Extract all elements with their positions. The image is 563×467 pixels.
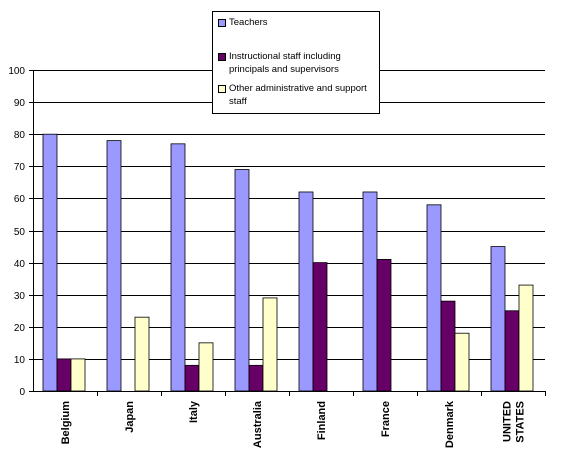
x-tick-label-group: UNITED STATES [502,401,527,443]
bar [248,364,264,392]
bar [440,300,456,392]
x-tick-label: Italy [188,400,200,423]
bar [376,258,392,392]
y-tick-label: 40 [14,259,26,270]
x-tick-label: Japan [124,401,136,433]
x-tick-label-group: Belgium [60,401,72,445]
axes [29,70,546,396]
y-tick-label: 70 [14,162,26,173]
bar [134,316,150,392]
y-tick-label: 30 [14,291,26,302]
legend-item-teachers: Teachers [218,16,379,29]
bar [362,191,378,392]
legend: Teachers Instructional staff including p… [212,11,380,114]
bar [454,332,470,392]
x-tick-label-group: France [380,401,392,437]
legend-label-instructional-staff: Instructional staff including principals… [229,51,341,75]
bar [184,364,200,392]
bar [518,284,534,392]
x-tick-label-group: Denmark [444,400,456,448]
y-tick-label: 50 [14,227,26,238]
y-tick-label: 0 [19,387,25,398]
x-tick-label: Finland [316,401,328,440]
bar [198,342,214,392]
legend-item-instructional-staff: Instructional staff including principals… [218,50,379,76]
x-tick-label-group: Finland [316,401,328,440]
bar [106,140,122,392]
y-tick-label: 20 [14,323,26,334]
legend-item-admin-support-staff: Other administrative and support staff [218,82,379,108]
y-tick-label: 10 [14,355,26,366]
bar [426,204,442,392]
bars [42,133,534,392]
y-tick-label: 90 [14,98,26,109]
legend-label-teachers: Teachers [229,17,268,28]
y-tick-label: 100 [8,66,25,77]
y-tick-label: 60 [14,194,26,205]
x-tick-label: UNITED [502,401,514,442]
bar [234,169,250,392]
y-tick-label: 80 [14,130,26,141]
legend-swatch-admin-support-staff [218,85,226,93]
bar [490,246,506,392]
x-tick-label: STATES [515,401,527,443]
bar [56,358,72,392]
bar [70,358,86,392]
bar [312,262,328,392]
legend-label-admin-support-staff: Other administrative and support staff [229,83,367,107]
x-tick-label: Belgium [60,401,72,445]
bar [262,297,278,392]
x-tick-label: Denmark [444,400,456,448]
x-tick-label: France [380,401,392,437]
x-tick-label-group: Australia [252,400,264,448]
y-tick-labels: 0 10 20 30 40 50 60 70 80 90 100 [8,66,25,398]
x-tick-label: Australia [252,400,264,448]
x-tick-label-group: Japan [124,401,136,433]
bar [298,191,314,392]
bar [42,133,58,392]
legend-swatch-teachers [218,19,226,27]
bar [504,310,520,392]
x-tick-labels: Belgium Japan Italy Australia Finland France D… [60,400,527,448]
x-tick-label-group: Italy [188,400,200,423]
legend-swatch-instructional-staff [218,53,226,61]
bar [170,143,186,392]
